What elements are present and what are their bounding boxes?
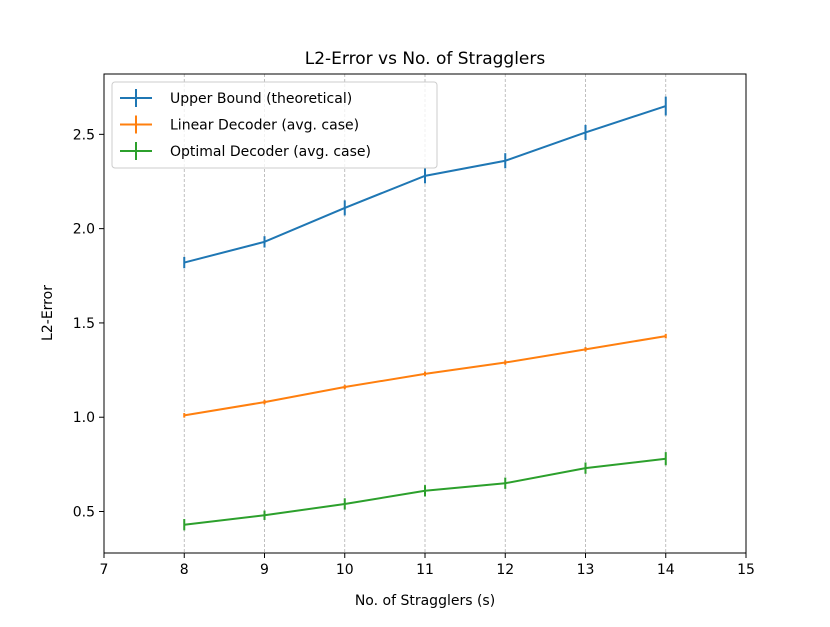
ticks: 7 8 9 10 11 12 13 14 15 0.5 1.0 1.5 2.0 2.5 — [73, 127, 755, 578]
y-tick-label: 0.5 — [73, 505, 95, 521]
series-group — [183, 96, 667, 531]
series-1 — [183, 333, 667, 418]
series-0 — [183, 96, 667, 269]
legend-box — [111, 81, 438, 169]
x-tick-label: 9 — [260, 562, 269, 578]
x-tick-label: 10 — [336, 562, 354, 578]
y-tick-label: 1.0 — [73, 410, 95, 426]
y-tick-label: 2.0 — [73, 222, 95, 238]
y-tick-label: 2.5 — [73, 127, 95, 143]
legend-label: Optimal Decoder (avg. case) — [170, 144, 371, 160]
legend-label: Upper Bound (theoretical) — [170, 91, 352, 107]
x-tick-label: 15 — [737, 562, 755, 578]
x-tick-label: 12 — [496, 562, 514, 578]
legend: Upper Bound (theoretical) Linear Decoder … — [111, 81, 438, 169]
y-tick-label: 1.5 — [73, 316, 95, 332]
y-axis-label: L2-Error — [40, 285, 56, 341]
x-tick-label: 8 — [180, 562, 189, 578]
chart-title: L2-Error vs No. of Stragglers — [305, 49, 546, 69]
legend-label: Linear Decoder (avg. case) — [170, 118, 359, 134]
x-tick-label: 11 — [416, 562, 434, 578]
x-tick-label: 7 — [100, 562, 109, 578]
x-axis-label: No. of Stragglers (s) — [355, 593, 495, 609]
series-2 — [183, 452, 667, 531]
x-tick-label: 14 — [657, 562, 675, 578]
x-tick-label: 13 — [577, 562, 595, 578]
